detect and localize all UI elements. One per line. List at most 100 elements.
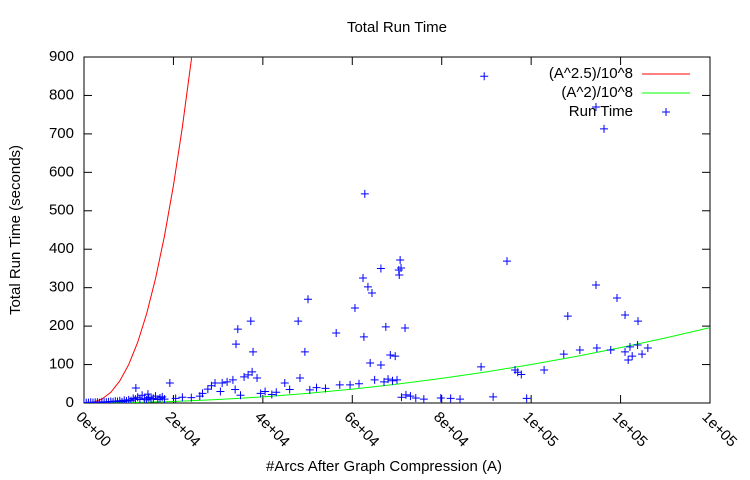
data-point: [406, 392, 415, 401]
y-axis-label: Total Run Time (seconds): [7, 145, 24, 315]
x-tick-label: 1e+05: [698, 409, 740, 451]
y-tick-label: 400: [49, 240, 74, 257]
y-tick-label: 500: [49, 202, 74, 219]
legend-label: (A^2)/10^8: [561, 84, 633, 101]
data-point: [216, 387, 225, 396]
legend-swatch: [662, 108, 670, 116]
data-point: [396, 255, 405, 264]
data-point: [300, 347, 309, 356]
data-point: [638, 350, 647, 359]
x-axis-label: #Arcs After Graph Compression (A): [266, 458, 502, 475]
data-point: [559, 350, 568, 359]
chart-title: Total Run Time: [347, 19, 447, 36]
data-point: [359, 332, 368, 341]
data-point: [394, 265, 403, 274]
data-point: [171, 394, 180, 403]
data-point: [360, 189, 369, 198]
data-point: [312, 383, 321, 392]
data-point: [295, 374, 304, 383]
data-point: [376, 360, 385, 369]
data-point: [591, 280, 600, 289]
data-point: [540, 365, 549, 374]
data-point: [246, 317, 255, 326]
data-point: [386, 350, 395, 359]
data-point: [160, 395, 169, 403]
legend-label: (A^2.5)/10^8: [549, 65, 633, 82]
data-point: [563, 312, 572, 321]
curve: [84, 327, 710, 403]
data-point: [367, 289, 376, 298]
x-tick-label: 4e+04: [251, 409, 293, 451]
data-point: [261, 387, 270, 396]
data-point: [401, 390, 410, 399]
y-tick-label: 0: [66, 394, 74, 411]
data-point: [643, 344, 652, 353]
data-point: [228, 375, 237, 384]
data-point: [384, 375, 393, 384]
x-tick-label: 8e+04: [430, 409, 472, 451]
data-point: [366, 359, 375, 368]
data-point: [456, 395, 465, 403]
data-point: [304, 295, 313, 304]
data-point: [143, 390, 152, 399]
y-tick-label: 700: [49, 125, 74, 142]
data-point: [305, 385, 314, 394]
legend-label: Run Time: [569, 103, 633, 120]
data-point: [249, 347, 258, 356]
data-point: [240, 372, 249, 381]
data-point: [393, 375, 401, 384]
y-tick-label: 800: [49, 86, 74, 103]
data-point: [436, 394, 445, 403]
data-point: [156, 394, 165, 403]
data-point: [236, 391, 245, 400]
data-point: [397, 393, 406, 402]
data-point: [346, 380, 355, 389]
data-point: [218, 379, 227, 388]
data-point: [131, 384, 140, 393]
data-point: [502, 257, 511, 266]
data-point: [232, 340, 241, 349]
plot-frame: [83, 56, 711, 404]
data-point: [370, 375, 379, 384]
data-point: [233, 325, 242, 334]
data-point: [253, 374, 262, 383]
y-tick-label: 600: [49, 163, 74, 180]
data-point: [419, 395, 428, 403]
data-point: [256, 389, 265, 398]
data-point: [248, 367, 257, 376]
data-point: [231, 385, 240, 394]
data-point: [591, 102, 600, 111]
data-point: [612, 294, 621, 303]
data-point: [517, 370, 526, 379]
data-point: [575, 345, 584, 354]
data-point: [446, 394, 455, 403]
data-point: [280, 379, 289, 388]
data-point: [267, 390, 276, 399]
data-point: [522, 394, 531, 403]
data-point: [332, 329, 341, 338]
x-tick-label: 0e+00: [72, 409, 114, 451]
data-point: [621, 347, 630, 356]
data-point: [354, 379, 363, 388]
data-point: [411, 394, 420, 403]
data-point: [135, 395, 144, 403]
data-point: [350, 304, 359, 313]
x-tick-label: 6e+04: [341, 409, 383, 451]
data-point: [624, 355, 633, 364]
data-point: [477, 362, 486, 371]
curve: [84, 57, 193, 403]
data-point: [187, 393, 196, 402]
data-point: [628, 352, 637, 361]
y-tick-label: 300: [49, 279, 74, 296]
data-point: [592, 344, 601, 353]
data-point: [600, 124, 609, 133]
x-tick-label: 2e+04: [162, 409, 204, 451]
data-point: [489, 392, 498, 401]
data-point: [376, 264, 385, 273]
data-point: [388, 376, 397, 385]
data-point: [381, 322, 390, 331]
plot-area: [84, 57, 710, 403]
data-point: [363, 282, 372, 291]
data-point: [606, 345, 615, 354]
